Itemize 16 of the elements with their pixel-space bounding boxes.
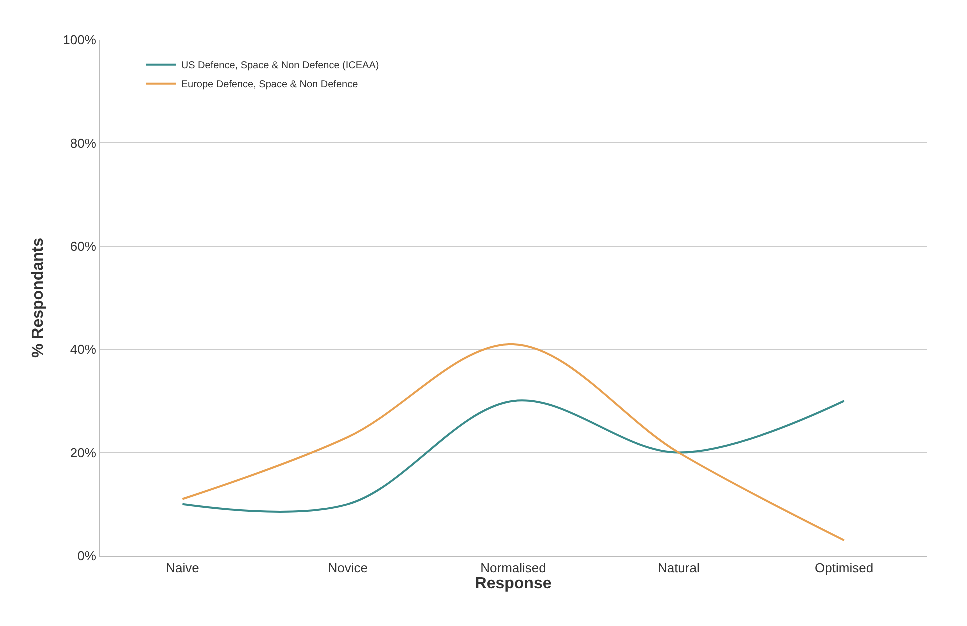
legend-label: Europe Defence, Space & Non Defence (181, 80, 359, 91)
x-tick-label: Normalised (480, 560, 546, 576)
x-tick-label: Naive (166, 560, 200, 576)
y-tick-label: 20% (70, 445, 97, 460)
legend-label: US Defence, Space & Non Defence (ICEAA) (181, 60, 380, 72)
y-axis-title: % Respondants (30, 238, 48, 358)
x-tick-label: Natural (658, 560, 700, 576)
x-axis-title: Response (475, 576, 552, 593)
x-tick-label: Novice (328, 560, 368, 576)
x-tick-label: Optimised (815, 560, 874, 576)
y-tick-label: 0% (78, 548, 97, 564)
y-tick-label: 60% (70, 238, 97, 254)
line-series (182, 343, 846, 542)
y-tick-label: 40% (70, 342, 97, 358)
y-tick-label: 100% (63, 32, 97, 48)
y-tick-label: 80% (70, 136, 97, 151)
